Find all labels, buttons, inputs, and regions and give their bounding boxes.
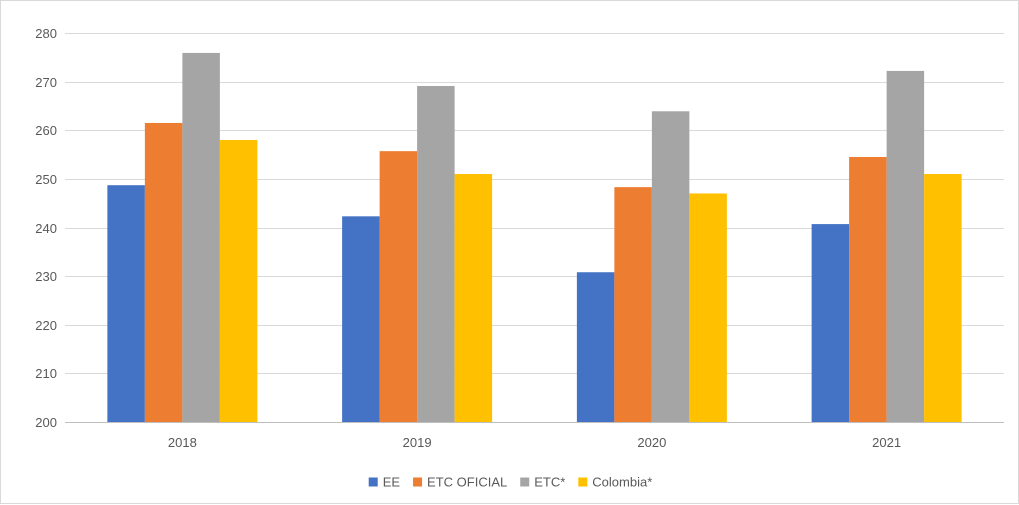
legend-swatch: [520, 477, 530, 487]
legend-swatch: [578, 477, 588, 487]
legend-label: Colombia*: [592, 475, 652, 490]
bar: [576, 272, 615, 422]
bar: [107, 185, 145, 422]
x-tick-label: 2018: [168, 435, 197, 450]
y-tick-label: 260: [35, 123, 57, 138]
bar: [886, 70, 925, 423]
legend-label: ETC OFICIAL: [427, 475, 507, 490]
x-tick-label: 2021: [872, 435, 901, 450]
bar: [342, 216, 380, 422]
y-tick-label: 200: [35, 415, 57, 430]
y-axis-tick-labels: 200 210 220 230 240 250 260 270 280: [35, 26, 57, 430]
bar: [182, 52, 220, 422]
legend-item: Colombia*: [578, 475, 652, 490]
y-tick-label: 270: [35, 75, 57, 90]
legend-item: ETC OFICIAL: [413, 475, 507, 490]
bar: [849, 156, 887, 422]
y-tick-label: 240: [35, 221, 57, 236]
legend-label: EE: [383, 475, 401, 490]
bar: [454, 174, 493, 422]
x-axis-tick-labels: 2018 2019 2020 2021: [168, 435, 901, 450]
bar: [144, 122, 183, 423]
legend-item: EE: [368, 475, 401, 490]
bar: [219, 139, 258, 422]
y-tick-label: 210: [35, 366, 57, 381]
legend-item: ETC*: [520, 475, 565, 490]
legend-swatch: [368, 477, 378, 487]
bar: [689, 193, 727, 422]
bar: [811, 224, 850, 422]
y-tick-label: 250: [35, 172, 57, 187]
legend-label: ETC*: [534, 475, 565, 490]
y-tick-label: 220: [35, 318, 57, 333]
bar: [417, 86, 455, 422]
y-tick-label: 280: [35, 26, 57, 41]
bar: [651, 111, 690, 422]
legend: EE ETC OFICIAL ETC* Colombia*: [368, 475, 652, 490]
bar: [614, 187, 652, 422]
legend-swatch: [413, 477, 423, 487]
y-tick-label: 230: [35, 269, 57, 284]
bar: [379, 151, 418, 422]
bars: [107, 52, 962, 423]
x-tick-label: 2020: [637, 435, 666, 450]
x-tick-label: 2019: [403, 435, 432, 450]
bar: [924, 174, 962, 422]
